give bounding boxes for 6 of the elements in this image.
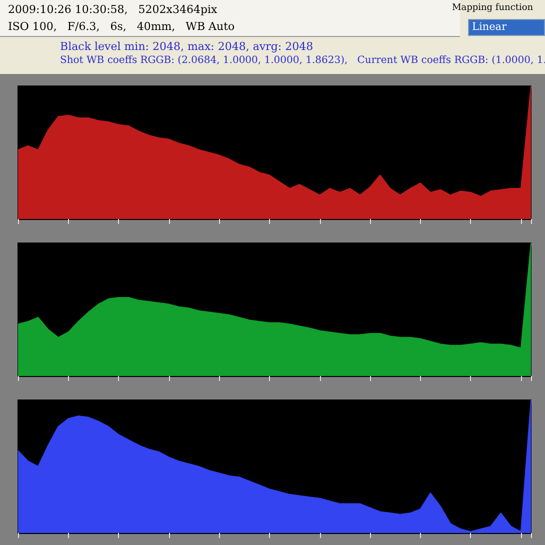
text: Mapping function — [452, 3, 534, 13]
text: ISO 100, F/6.3, 6s, 40mm, WB Auto — [8, 20, 235, 33]
dropdown-field: Linear — [468, 19, 545, 36]
text: Shot WB coeffs RGGB: (2.0684, 1.0000, 1.0000, 1.8623), Current WB coeffs RGGB: (1.0000, 1. — [60, 55, 545, 66]
text: 2009:10:26 10:30:58, 5202x3464pix — [8, 3, 218, 16]
text: Black level min: 2048, max: 2048, avrg: 2048 — [60, 40, 314, 53]
